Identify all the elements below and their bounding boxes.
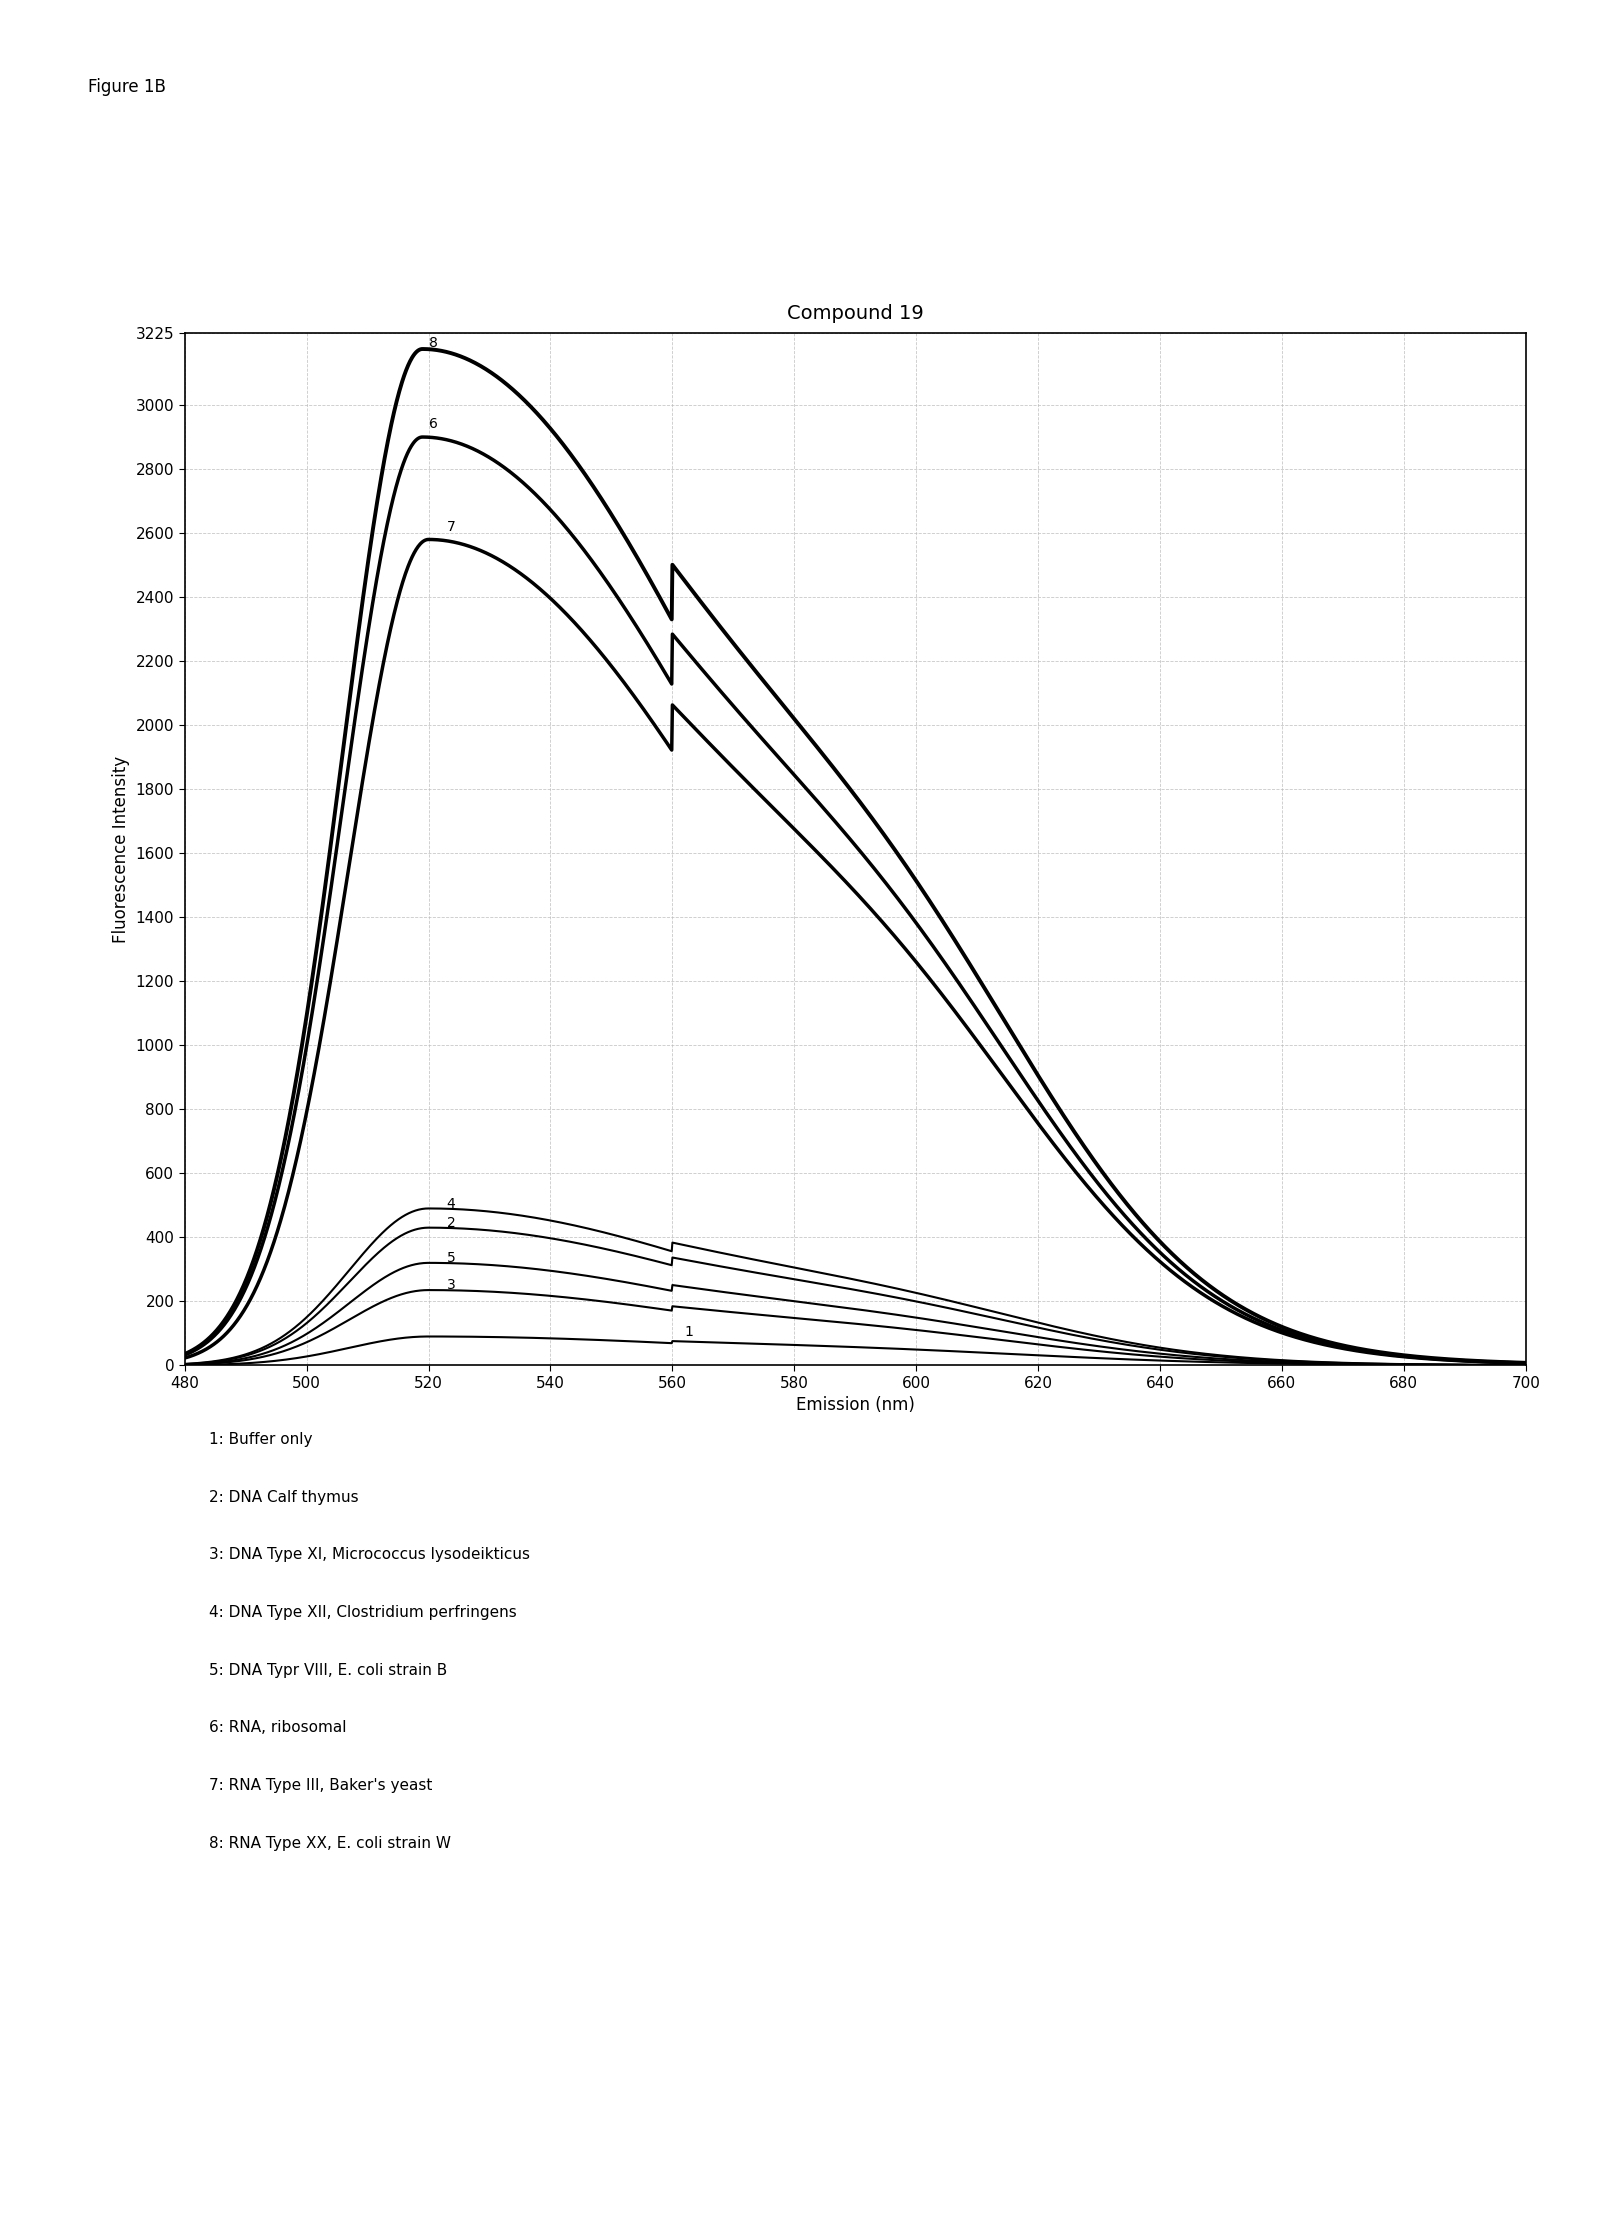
Text: 4: DNA Type XII, Clostridium perfringens: 4: DNA Type XII, Clostridium perfringens <box>209 1605 517 1621</box>
Text: 2: 2 <box>446 1217 456 1230</box>
Text: 1: Buffer only: 1: Buffer only <box>209 1432 311 1447</box>
Text: Figure 1B: Figure 1B <box>88 78 165 95</box>
Text: 7: RNA Type III, Baker's yeast: 7: RNA Type III, Baker's yeast <box>209 1778 432 1794</box>
Text: 3: 3 <box>446 1279 456 1292</box>
Text: 6: RNA, ribosomal: 6: RNA, ribosomal <box>209 1720 347 1736</box>
Text: 5: 5 <box>446 1252 456 1265</box>
Text: 6: 6 <box>429 417 437 431</box>
X-axis label: Emission (nm): Emission (nm) <box>794 1396 915 1414</box>
Text: 3: DNA Type XI, Micrococcus lysodeikticus: 3: DNA Type XI, Micrococcus lysodeikticu… <box>209 1547 530 1563</box>
Text: 1: 1 <box>684 1325 693 1339</box>
Y-axis label: Fluorescence Intensity: Fluorescence Intensity <box>112 755 130 944</box>
Text: 7: 7 <box>446 519 456 533</box>
Text: 8: 8 <box>429 335 437 349</box>
Text: 4: 4 <box>446 1197 456 1210</box>
Text: 2: DNA Calf thymus: 2: DNA Calf thymus <box>209 1490 358 1505</box>
Text: 8: RNA Type XX, E. coli strain W: 8: RNA Type XX, E. coli strain W <box>209 1836 451 1851</box>
Text: 5: DNA Typr VIII, E. coli strain B: 5: DNA Typr VIII, E. coli strain B <box>209 1663 446 1678</box>
Title: Compound 19: Compound 19 <box>786 304 923 324</box>
